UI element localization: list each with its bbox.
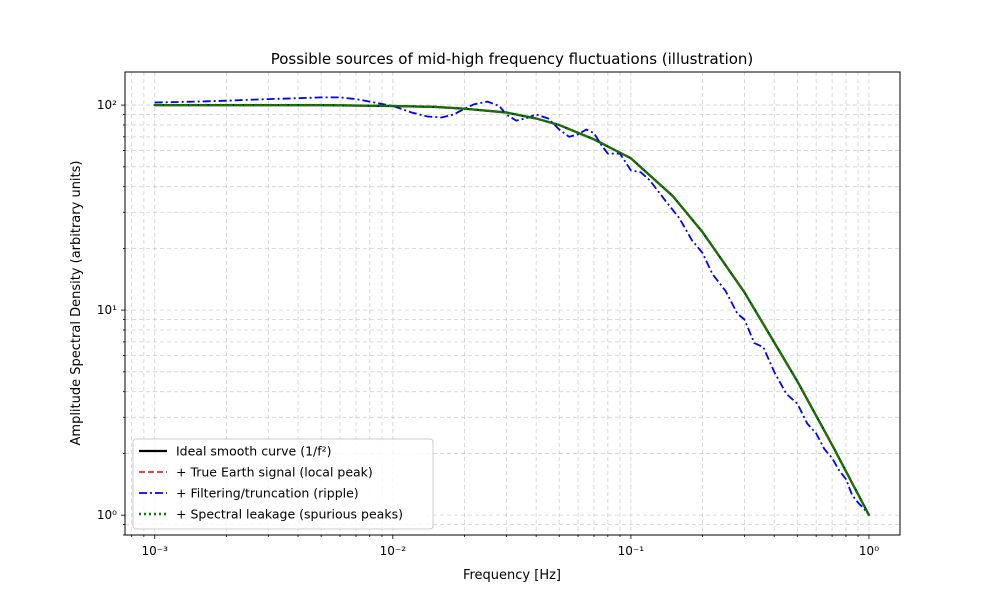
x-tick-label: 10⁻³ — [142, 544, 169, 558]
y-tick-label: 10² — [97, 98, 117, 112]
legend-label-3: + Filtering/truncation (ripple) — [176, 486, 359, 501]
legend-label-1: Ideal smooth curve (1/f²) — [176, 444, 332, 459]
x-tick-label: 10⁻² — [380, 544, 407, 558]
y-axis-label: Amplitude Spectral Density (arbitrary un… — [69, 161, 84, 446]
axes-frame — [124, 71, 901, 536]
series-line-4 — [153, 103, 871, 517]
y-tick-label: 10¹ — [97, 303, 117, 317]
x-axis-label: Frequency [Hz] — [463, 568, 561, 583]
series-line-3 — [154, 96, 870, 516]
legend-box — [132, 438, 434, 530]
plot-series — [153, 96, 871, 517]
chart-title: Possible sources of mid-high frequency f… — [271, 50, 754, 68]
legend-label-4: + Spectral leakage (spurious peaks) — [176, 507, 403, 522]
axis-ticks: 10⁻³ 10⁻² 10⁻¹ 10⁰ 10⁰ 10¹ 10² — [97, 98, 879, 558]
x-tick-label: 10⁰ — [859, 544, 879, 558]
y-tick-label: 10⁰ — [97, 508, 117, 522]
legend-label-2: + True Earth signal (local peak) — [176, 465, 373, 480]
legend: Ideal smooth curve (1/f²) + True Earth si… — [132, 438, 434, 530]
x-tick-label: 10⁻¹ — [618, 544, 645, 558]
